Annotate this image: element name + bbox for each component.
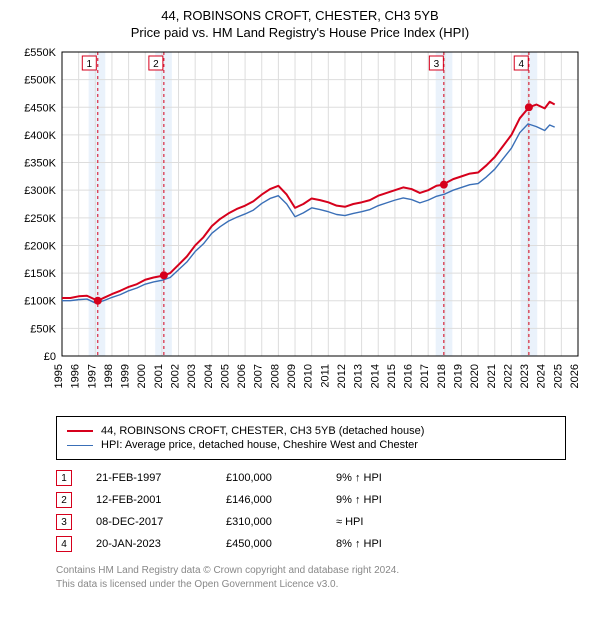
transaction-row: 1 21-FEB-1997£100,0009% ↑ HPI: [56, 470, 566, 486]
legend-item: HPI: Average price, detached house, Ches…: [67, 439, 555, 451]
transaction-hpi: ≈ HPI: [336, 516, 363, 528]
svg-text:2021: 2021: [486, 364, 498, 388]
transaction-badge: 2: [56, 492, 72, 508]
svg-text:£500K: £500K: [24, 75, 56, 87]
svg-text:£550K: £550K: [24, 47, 56, 59]
transaction-badge: 4: [56, 536, 72, 552]
svg-text:£0: £0: [44, 351, 56, 363]
transaction-date: 08-DEC-2017: [96, 516, 226, 528]
svg-text:£50K: £50K: [30, 323, 56, 335]
transaction-price: £310,000: [226, 516, 336, 528]
svg-text:2007: 2007: [253, 364, 265, 388]
legend-label: 44, ROBINSONS CROFT, CHESTER, CH3 5YB (d…: [101, 425, 424, 437]
transaction-row: 4 20-JAN-2023£450,0008% ↑ HPI: [56, 536, 566, 552]
svg-text:1999: 1999: [120, 364, 132, 388]
svg-text:£350K: £350K: [24, 158, 56, 170]
svg-text:2025: 2025: [552, 364, 564, 388]
svg-text:2018: 2018: [436, 364, 448, 388]
svg-text:1997: 1997: [86, 364, 98, 388]
svg-text:4: 4: [518, 59, 524, 70]
svg-text:2000: 2000: [136, 364, 148, 388]
svg-text:3: 3: [434, 59, 440, 70]
svg-text:1: 1: [87, 59, 93, 70]
transaction-price: £450,000: [226, 538, 336, 550]
transaction-price: £100,000: [226, 472, 336, 484]
transaction-date: 21-FEB-1997: [96, 472, 226, 484]
svg-text:1995: 1995: [53, 364, 65, 388]
svg-text:2017: 2017: [419, 364, 431, 388]
svg-text:1998: 1998: [103, 364, 115, 388]
legend-swatch: [67, 445, 93, 446]
transaction-hpi: 9% ↑ HPI: [336, 472, 382, 484]
svg-text:2022: 2022: [502, 364, 514, 388]
legend-label: HPI: Average price, detached house, Ches…: [101, 439, 418, 451]
legend: 44, ROBINSONS CROFT, CHESTER, CH3 5YB (d…: [56, 416, 566, 460]
footer-line-2: This data is licensed under the Open Gov…: [56, 578, 566, 592]
svg-text:£250K: £250K: [24, 213, 56, 225]
svg-text:2002: 2002: [170, 364, 182, 388]
svg-text:1996: 1996: [70, 364, 82, 388]
svg-text:2013: 2013: [353, 364, 365, 388]
svg-text:2019: 2019: [452, 364, 464, 388]
svg-text:2003: 2003: [186, 364, 198, 388]
transaction-date: 12-FEB-2001: [96, 494, 226, 506]
svg-text:2008: 2008: [269, 364, 281, 388]
svg-text:2026: 2026: [569, 364, 581, 388]
transaction-hpi: 8% ↑ HPI: [336, 538, 382, 550]
transaction-hpi: 9% ↑ HPI: [336, 494, 382, 506]
transaction-price: £146,000: [226, 494, 336, 506]
svg-text:2005: 2005: [219, 364, 231, 388]
svg-text:2: 2: [153, 59, 159, 70]
svg-text:2001: 2001: [153, 364, 165, 388]
transaction-badge: 1: [56, 470, 72, 486]
svg-text:2024: 2024: [536, 364, 548, 388]
svg-text:£400K: £400K: [24, 130, 56, 142]
transaction-badge: 3: [56, 514, 72, 530]
svg-text:2006: 2006: [236, 364, 248, 388]
titles: 44, ROBINSONS CROFT, CHESTER, CH3 5YB Pr…: [12, 8, 588, 40]
footer: Contains HM Land Registry data © Crown c…: [56, 564, 566, 592]
svg-text:2009: 2009: [286, 364, 298, 388]
svg-text:2014: 2014: [369, 364, 381, 388]
legend-item: 44, ROBINSONS CROFT, CHESTER, CH3 5YB (d…: [67, 425, 555, 437]
svg-text:2010: 2010: [303, 364, 315, 388]
svg-text:£150K: £150K: [24, 268, 56, 280]
sub-title: Price paid vs. HM Land Registry's House …: [12, 25, 588, 40]
legend-swatch: [67, 430, 93, 432]
svg-text:£200K: £200K: [24, 240, 56, 252]
svg-text:2004: 2004: [203, 364, 215, 388]
svg-text:2020: 2020: [469, 364, 481, 388]
chart-svg: £0 £50K £100K £150K £200K £250K £300K £350K £400…: [12, 46, 588, 406]
svg-text:£450K: £450K: [24, 102, 56, 114]
svg-text:2015: 2015: [386, 364, 398, 388]
transaction-date: 20-JAN-2023: [96, 538, 226, 550]
svg-text:2023: 2023: [519, 364, 531, 388]
transaction-row: 2 12-FEB-2001£146,0009% ↑ HPI: [56, 492, 566, 508]
main-title: 44, ROBINSONS CROFT, CHESTER, CH3 5YB: [12, 8, 588, 23]
svg-text:2012: 2012: [336, 364, 348, 388]
chart: £0 £50K £100K £150K £200K £250K £300K £350K £400…: [12, 46, 588, 406]
svg-text:£100K: £100K: [24, 296, 56, 308]
chart-container: 44, ROBINSONS CROFT, CHESTER, CH3 5YB Pr…: [0, 0, 600, 604]
svg-text:£300K: £300K: [24, 185, 56, 197]
transaction-row: 3 08-DEC-2017£310,000≈ HPI: [56, 514, 566, 530]
svg-text:2011: 2011: [319, 364, 331, 388]
footer-line-1: Contains HM Land Registry data © Crown c…: [56, 564, 566, 578]
svg-text:2016: 2016: [403, 364, 415, 388]
transactions-table: 1 21-FEB-1997£100,0009% ↑ HPI 2 12-FEB-2001…: [56, 470, 566, 552]
